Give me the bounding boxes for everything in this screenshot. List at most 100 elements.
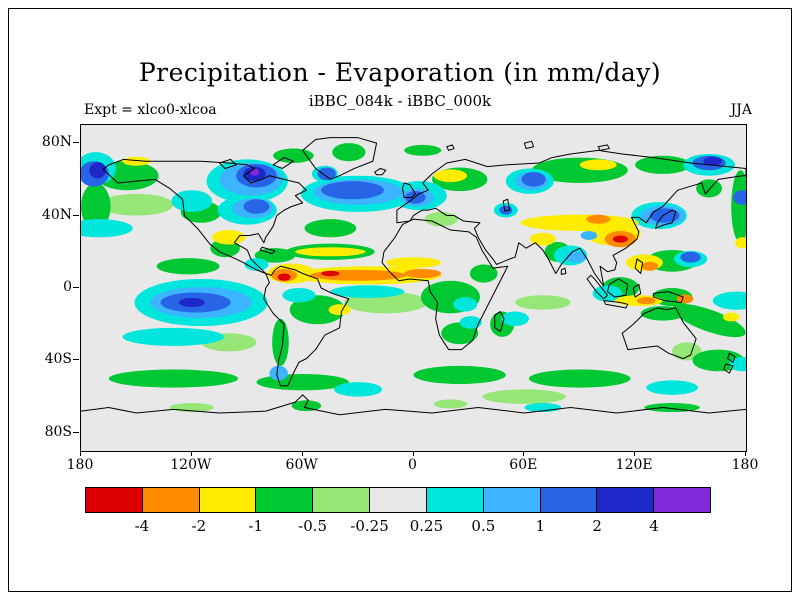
coast-british-isles: [402, 183, 415, 197]
page-title: Precipitation - Evaporation (in mm/day): [138, 58, 662, 87]
anomaly-region: [515, 295, 571, 310]
anomaly-region: [637, 297, 656, 305]
colorbar-cell: [596, 487, 655, 513]
anomaly-region: [641, 261, 659, 271]
colorbar-tick-label: -1: [248, 517, 264, 535]
coast-antarctica: [81, 395, 746, 415]
coastlines: [81, 138, 746, 415]
coast-cuba: [260, 247, 275, 253]
anomaly-region: [304, 219, 357, 238]
colorbar-cell: [482, 487, 541, 513]
colorbar-tick-label: 1: [535, 517, 546, 535]
y-tick-label: 0: [63, 279, 72, 295]
coast-new-zealand-south: [724, 364, 733, 373]
anomaly-region: [579, 159, 617, 171]
coast-australia: [622, 308, 696, 359]
y-tick-mark: [73, 359, 79, 361]
coast-java: [604, 301, 628, 308]
anomaly-region: [482, 389, 566, 404]
x-tick-mark: [634, 451, 636, 456]
coast-africa: [382, 219, 508, 349]
anomaly-region: [722, 312, 740, 322]
colorbar-tick-label: -0.25: [350, 517, 389, 535]
anomaly-region: [321, 270, 340, 277]
anomaly-region: [734, 237, 746, 249]
coast-sulawesi: [633, 284, 640, 297]
anomaly-region: [250, 168, 260, 176]
x-tick-label: 120W: [170, 457, 212, 473]
y-tick-mark: [73, 431, 79, 433]
anomaly-region: [703, 156, 722, 166]
colorbar-cell: [369, 487, 427, 513]
anomaly-region: [272, 318, 289, 366]
colorbar-tick-label: 2: [592, 517, 602, 535]
colorbar-cell: [425, 487, 484, 513]
colorbar-cell: [198, 487, 257, 513]
anomaly-region: [459, 316, 482, 329]
coast-victoria-island: [220, 159, 237, 168]
anomaly-region: [424, 211, 458, 227]
y-tick-label: 40S: [44, 351, 72, 368]
anomaly-region: [277, 273, 291, 281]
anomaly-region: [334, 382, 383, 397]
colorbar-cell: [141, 487, 200, 513]
y-tick-mark: [73, 287, 79, 288]
y-tick-label: 80N: [41, 134, 72, 151]
anomaly-region: [291, 400, 322, 412]
x-tick-mark: [523, 451, 525, 456]
coast-new-siberian-islands: [598, 145, 609, 150]
colorbar-tick-label: -4: [134, 517, 150, 535]
anomaly-region: [89, 162, 106, 179]
anomaly-region: [81, 219, 133, 238]
coast-sumatra: [587, 275, 607, 299]
x-tick-label: 180: [731, 457, 759, 473]
anomaly-region: [731, 170, 746, 243]
anomaly-region: [178, 297, 205, 308]
coast-iceland: [375, 168, 386, 174]
x-tick-mark: [745, 451, 746, 456]
anomaly-region: [282, 288, 316, 303]
anomaly-region: [580, 230, 598, 241]
map-plot-area: [80, 124, 747, 452]
y-tick-label: 80S: [44, 423, 72, 440]
coast-severnaya-zemlya: [524, 141, 533, 148]
colorbar-tick-label: 0.25: [409, 517, 444, 535]
x-tick-label: 0: [408, 457, 417, 473]
coast-madagascar: [495, 312, 504, 332]
coast-north-america: [103, 159, 306, 273]
anomaly-region: [433, 169, 468, 183]
anomaly-region: [289, 295, 346, 325]
anomaly-region: [672, 304, 746, 338]
experiment-label: Expt = xlco0-xlcoa: [84, 102, 217, 118]
coast-sri-lanka: [561, 268, 566, 274]
anomaly-region: [269, 365, 288, 381]
x-tick-mark: [412, 451, 414, 456]
anomaly-region: [404, 268, 442, 279]
anomaly-region: [469, 264, 498, 283]
colorbar-cell: [85, 487, 143, 513]
anomaly-region: [680, 251, 701, 263]
anomaly-region: [385, 257, 442, 269]
anomaly-region: [586, 214, 611, 224]
coast-baffin: [273, 158, 293, 169]
colorbar-cell: [539, 487, 598, 513]
y-tick-mark: [73, 142, 79, 144]
coast-eurasia: [397, 150, 746, 286]
anomaly-region: [330, 285, 405, 298]
anomaly-region: [156, 258, 220, 275]
x-tick-mark: [301, 451, 303, 456]
coast-philippines: [635, 259, 642, 273]
y-tick-label: 40N: [41, 206, 72, 223]
anomaly-region: [321, 181, 384, 200]
anomaly-region: [528, 369, 631, 388]
anomaly-region: [171, 190, 213, 212]
anomaly-region: [635, 155, 691, 174]
anomaly-region: [332, 143, 366, 162]
x-tick-label: 120E: [615, 457, 653, 473]
anomaly-region: [521, 172, 546, 187]
colorbar-tick-label: 0.5: [471, 517, 496, 535]
coast-south-america: [264, 266, 349, 386]
x-tick-label: 60E: [509, 457, 538, 473]
colorbar-tick-label: -2: [191, 517, 207, 535]
